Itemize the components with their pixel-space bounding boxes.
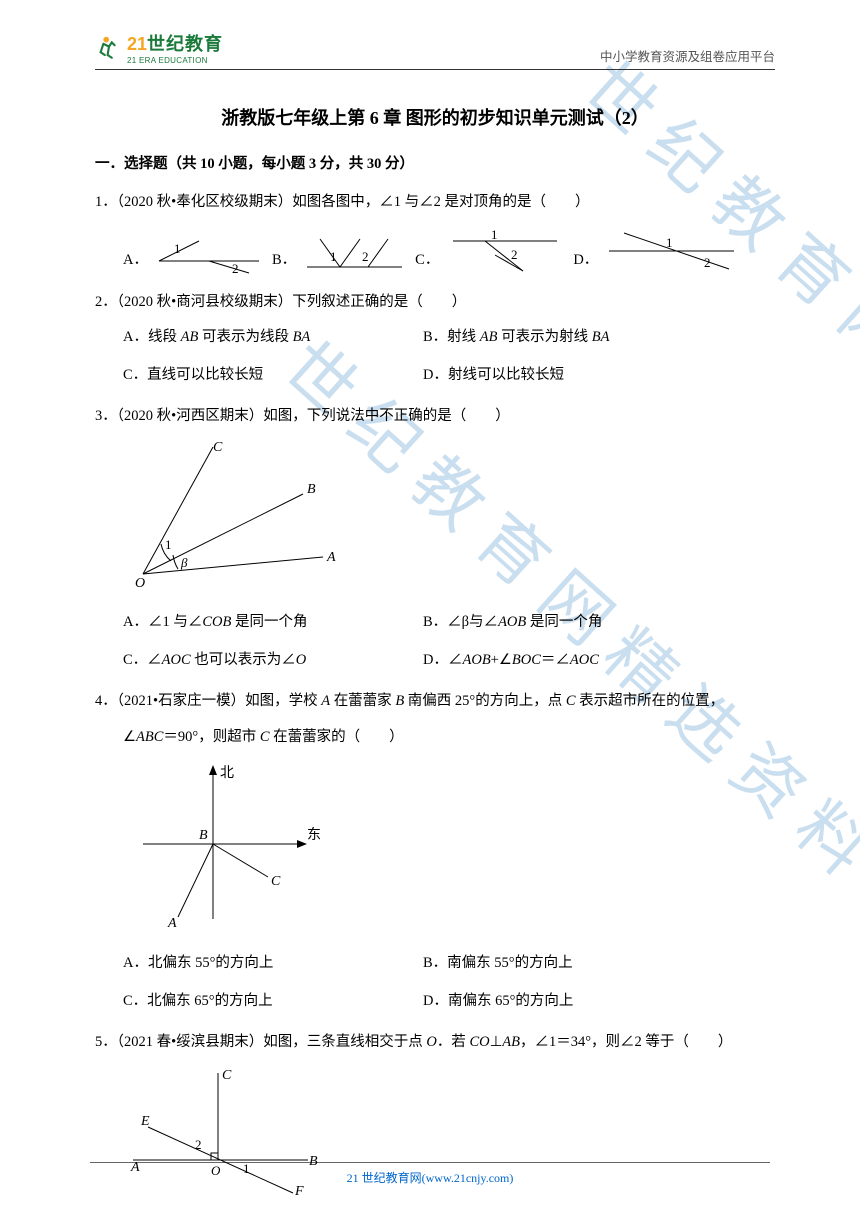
svg-text:C: C (213, 440, 223, 455)
logo-21: 21 (127, 34, 147, 54)
question-5: 5．（2021 春•绥滨县期末）如图，三条直线相交于点 O．若 CO⊥AB，∠1… (95, 1029, 775, 1205)
svg-text:O: O (135, 576, 145, 589)
page-title: 浙教版七年级上第 6 章 图形的初步知识单元测试（2） (95, 104, 775, 130)
svg-text:O: O (211, 1163, 221, 1178)
svg-text:C: C (271, 874, 281, 889)
svg-text:E: E (140, 1114, 150, 1129)
q4-text2: ∠ABC＝90°，则超市 C 在蕾蕾家的（ ） (95, 724, 775, 752)
svg-text:B: B (199, 828, 208, 843)
logo: 21世纪教育 21 ERA EDUCATION (95, 30, 223, 65)
q1-label-c: C． (415, 247, 439, 275)
q2-d: D．射线可以比较长短 (423, 362, 775, 390)
logo-cn: 世纪教育 (147, 34, 223, 54)
svg-text:C: C (222, 1068, 232, 1083)
svg-text:2: 2 (511, 247, 518, 262)
q3-d: D．∠AOB+∠BOC＝∠AOC (423, 647, 775, 675)
runner-icon (95, 34, 123, 62)
svg-text:B: B (307, 482, 316, 497)
svg-text:1: 1 (165, 537, 172, 552)
section-heading: 一．选择题（共 10 小题，每小题 3 分，共 30 分） (95, 152, 775, 173)
q2-a: A．线段 AB 可表示为线段 BA (123, 324, 423, 352)
header-right-text: 中小学教育资源及组卷应用平台 (600, 46, 775, 65)
svg-text:1: 1 (330, 249, 337, 264)
q5-figure: A B C E F O 1 2 (123, 1065, 323, 1195)
svg-text:2: 2 (195, 1137, 202, 1152)
q1-label-b: B． (272, 247, 296, 275)
svg-text:F: F (294, 1184, 304, 1195)
q2-b: B．射线 AB 可表示为射线 BA (423, 324, 775, 352)
svg-text:1: 1 (174, 241, 181, 256)
q1-label-a: A． (123, 247, 148, 275)
q4-text1: 4．（2021•石家庄一模）如图，学校 A 在蕾蕾家 B 南偏西 25°的方向上… (95, 688, 775, 716)
q4-d: D．南偏东 65°的方向上 (423, 988, 775, 1016)
svg-text:1: 1 (243, 1161, 250, 1176)
page-content: 21世纪教育 21 ERA EDUCATION 中小学教育资源及组卷应用平台 浙… (0, 0, 860, 1205)
svg-text:2: 2 (232, 261, 239, 275)
question-1: 1．（2020 秋•奉化区校级期末）如图各图中，∠1 与∠2 是对顶角的是（ ）… (95, 189, 775, 275)
q2-c: C．直线可以比较长短 (123, 362, 423, 390)
question-4: 4．（2021•石家庄一模）如图，学校 A 在蕾蕾家 B 南偏西 25°的方向上… (95, 688, 775, 1015)
svg-text:B: B (309, 1154, 318, 1169)
q1-fig-a: 1 2 (154, 231, 264, 275)
q1-choices: A． 1 2 B． 1 2 (123, 227, 775, 275)
svg-text:β: β (180, 555, 188, 570)
q4-c: C．北偏东 65°的方向上 (123, 988, 423, 1016)
q1-label-d: D． (573, 247, 598, 275)
q2-text: 2．（2020 秋•商河县校级期末）下列叙述正确的是（ ） (95, 289, 775, 317)
svg-text:2: 2 (704, 255, 711, 270)
q4-a: A．北偏东 55°的方向上 (123, 950, 423, 978)
q3-text: 3．（2020 秋•河西区期末）如图，下列说法中不正确的是（ ） (95, 403, 775, 431)
svg-text:2: 2 (362, 249, 369, 264)
q3-figure: O A B C 1 β (123, 439, 343, 589)
q5-text: 5．（2021 春•绥滨县期末）如图，三条直线相交于点 O．若 CO⊥AB，∠1… (95, 1029, 775, 1057)
svg-text:A: A (167, 916, 177, 929)
q1-fig-d: 1 2 (604, 227, 739, 275)
question-2: 2．（2020 秋•商河县校级期末）下列叙述正确的是（ ） A．线段 AB 可表… (95, 289, 775, 390)
q1-text: 1．（2020 秋•奉化区校级期末）如图各图中，∠1 与∠2 是对顶角的是（ ） (95, 189, 775, 217)
svg-text:东: 东 (307, 827, 321, 843)
q3-b: B．∠β与∠AOB 是同一个角 (423, 609, 775, 637)
q4-figure: 北 东 B A C (123, 759, 323, 929)
svg-text:A: A (130, 1160, 140, 1175)
q3-c: C．∠AOC 也可以表示为∠O (123, 647, 423, 675)
q1-fig-b: 1 2 (302, 231, 407, 275)
logo-en: 21 ERA EDUCATION (127, 56, 223, 65)
svg-text:A: A (326, 550, 336, 565)
question-3: 3．（2020 秋•河西区期末）如图，下列说法中不正确的是（ ） O A B C… (95, 403, 775, 674)
svg-text:北: 北 (220, 765, 234, 781)
q1-fig-c: 1 2 (445, 227, 565, 275)
page-header: 21世纪教育 21 ERA EDUCATION 中小学教育资源及组卷应用平台 (95, 30, 775, 70)
svg-text:1: 1 (666, 235, 673, 250)
q4-b: B．南偏东 55°的方向上 (423, 950, 775, 978)
svg-text:1: 1 (491, 227, 498, 242)
q3-a: A．∠1 与∠COB 是同一个角 (123, 609, 423, 637)
